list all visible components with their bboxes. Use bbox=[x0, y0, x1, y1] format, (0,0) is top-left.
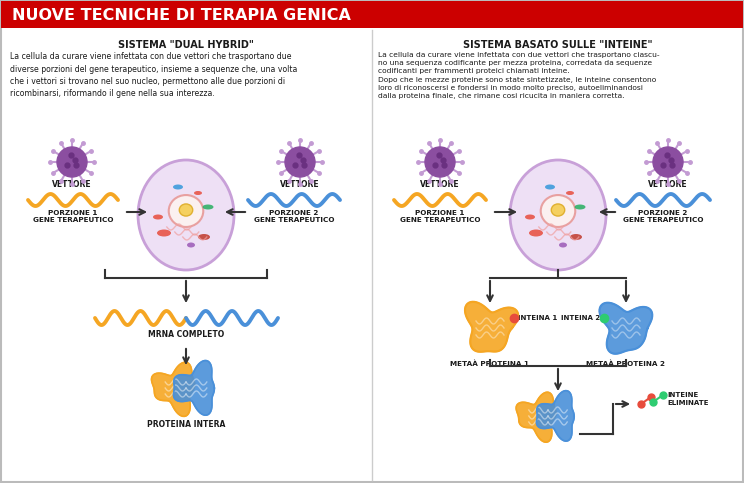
Ellipse shape bbox=[179, 204, 193, 216]
Polygon shape bbox=[600, 303, 652, 354]
Polygon shape bbox=[516, 392, 556, 442]
Circle shape bbox=[57, 147, 87, 177]
Text: La cellula da curare viene infettata con due vettori che trasportano ciascu-
no : La cellula da curare viene infettata con… bbox=[378, 52, 660, 99]
Text: METAÀ PROTEINA 1: METAÀ PROTEINA 1 bbox=[451, 360, 530, 367]
Ellipse shape bbox=[153, 214, 163, 219]
Text: VETTORE: VETTORE bbox=[52, 180, 92, 189]
Text: VETTORE: VETTORE bbox=[648, 180, 687, 189]
Ellipse shape bbox=[138, 160, 234, 270]
Ellipse shape bbox=[169, 195, 203, 227]
Polygon shape bbox=[152, 362, 195, 416]
Ellipse shape bbox=[525, 214, 535, 219]
Polygon shape bbox=[465, 302, 519, 352]
Text: PORZIONE 1
GENE TERAPEUTICO: PORZIONE 1 GENE TERAPEUTICO bbox=[33, 210, 113, 224]
Text: VETTORE: VETTORE bbox=[280, 180, 320, 189]
Ellipse shape bbox=[187, 242, 195, 247]
Text: INTEINE
ELIMINATE: INTEINE ELIMINATE bbox=[667, 392, 708, 406]
Text: INTEINA 2: INTEINA 2 bbox=[561, 315, 600, 321]
Ellipse shape bbox=[545, 185, 555, 189]
FancyBboxPatch shape bbox=[1, 1, 743, 28]
Ellipse shape bbox=[566, 191, 574, 195]
Ellipse shape bbox=[559, 242, 567, 247]
Ellipse shape bbox=[551, 204, 565, 216]
Ellipse shape bbox=[202, 204, 214, 210]
Text: METAÀ PROTEINA 2: METAÀ PROTEINA 2 bbox=[586, 360, 665, 367]
Circle shape bbox=[285, 147, 315, 177]
Ellipse shape bbox=[570, 234, 582, 240]
Text: MRNA COMPLETO: MRNA COMPLETO bbox=[148, 330, 224, 339]
Ellipse shape bbox=[173, 185, 183, 189]
Circle shape bbox=[653, 147, 683, 177]
Ellipse shape bbox=[541, 195, 575, 227]
Text: PORZIONE 1
GENE TERAPEUTICO: PORZIONE 1 GENE TERAPEUTICO bbox=[400, 210, 480, 224]
Ellipse shape bbox=[510, 160, 606, 270]
Text: PORZIONE 2
GENE TERAPEUTICO: PORZIONE 2 GENE TERAPEUTICO bbox=[623, 210, 703, 224]
Circle shape bbox=[425, 147, 455, 177]
Text: PORZIONE 2
GENE TERAPEUTICO: PORZIONE 2 GENE TERAPEUTICO bbox=[254, 210, 334, 224]
Polygon shape bbox=[173, 360, 214, 415]
Text: SISTEMA BASATO SULLE "INTEINE": SISTEMA BASATO SULLE "INTEINE" bbox=[464, 40, 652, 50]
Text: La cellula da curare viene infettata con due vettori che trasportano due
diverse: La cellula da curare viene infettata con… bbox=[10, 52, 298, 99]
Polygon shape bbox=[536, 391, 574, 441]
Ellipse shape bbox=[529, 229, 543, 237]
Ellipse shape bbox=[157, 229, 171, 237]
Ellipse shape bbox=[198, 234, 210, 240]
Ellipse shape bbox=[574, 204, 586, 210]
Text: NUOVE TECNICHE DI TERAPIA GENICA: NUOVE TECNICHE DI TERAPIA GENICA bbox=[12, 8, 351, 23]
Text: VETTORE: VETTORE bbox=[420, 180, 460, 189]
Text: SISTEMA "DUAL HYBRID": SISTEMA "DUAL HYBRID" bbox=[118, 40, 254, 50]
Text: PROTEINA INTERA: PROTEINA INTERA bbox=[147, 420, 225, 429]
Ellipse shape bbox=[194, 191, 202, 195]
Text: INTEINA 1: INTEINA 1 bbox=[518, 315, 557, 321]
